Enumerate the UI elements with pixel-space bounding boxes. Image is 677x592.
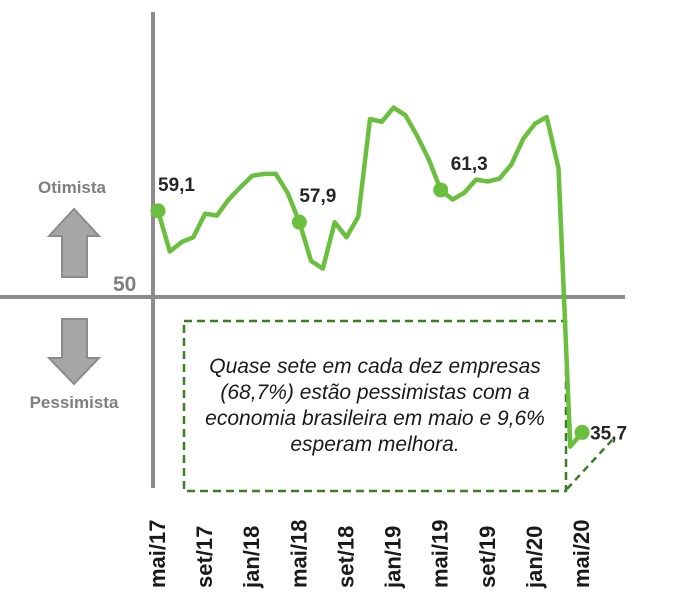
data-marker-mai-18	[291, 214, 307, 230]
x-tick-label-mai-20: mai/20	[569, 520, 594, 589]
data-marker-mai-17	[150, 203, 166, 219]
pessimist-label: Pessimista	[30, 393, 119, 412]
series-line	[155, 105, 585, 449]
x-tick-label-set-19: set/19	[475, 526, 500, 588]
x-tick-label-jan-18: jan/18	[239, 526, 264, 589]
pessimist-arrow-icon	[46, 318, 102, 386]
x-tick-label-mai-17: mai/17	[145, 520, 170, 589]
optimist-arrow-icon	[46, 207, 102, 278]
x-tick-label-jan-20: jan/20	[522, 526, 547, 589]
reference-line-label: 50	[113, 273, 136, 296]
data-marker-mai-20	[574, 424, 590, 440]
callout-text: Quase sete em cada dez empresas (68,7%) …	[205, 355, 545, 456]
x-tick-label-set-17: set/17	[192, 526, 217, 588]
data-label-mai-19: 61,3	[451, 154, 488, 175]
x-tick-label-mai-19: mai/19	[428, 520, 453, 589]
data-label-mai-17: 59,1	[158, 175, 195, 196]
callout-connector	[566, 438, 614, 490]
optimist-label: Otimista	[38, 178, 107, 197]
x-tick-label-mai-18: mai/18	[286, 520, 311, 589]
callout-box	[182, 319, 568, 493]
x-tick-label-set-18: set/18	[334, 526, 359, 588]
x-tick-label-jan-19: jan/19	[381, 526, 406, 589]
data-label-mai-20: 35,7	[590, 423, 627, 444]
data-label-mai-18: 57,9	[299, 186, 336, 207]
data-marker-mai-19	[433, 182, 449, 198]
